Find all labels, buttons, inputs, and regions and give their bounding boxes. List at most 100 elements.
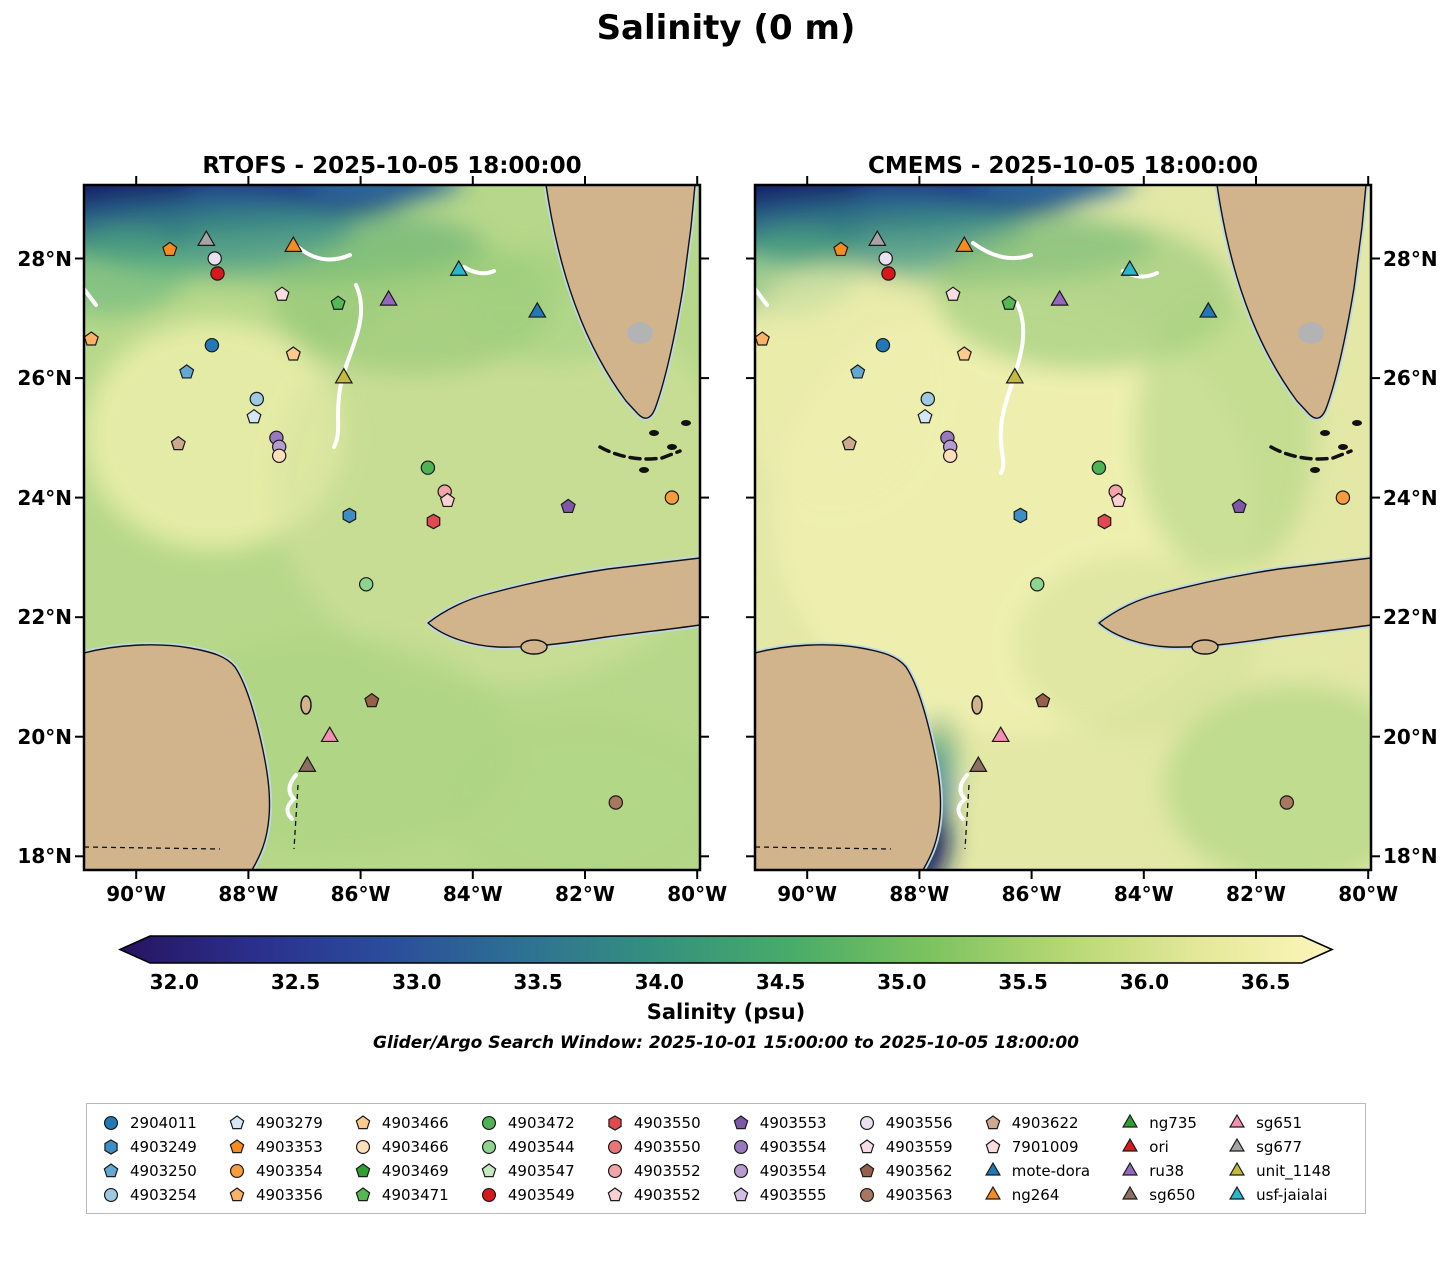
marker-ru38 — [379, 289, 398, 306]
legend-label: unit_1148 — [1256, 1161, 1331, 1180]
legend-item-4903471: 4903471 — [353, 1186, 469, 1204]
legend-item-sg677: sg677 — [1227, 1137, 1351, 1156]
legend-item-sg651: sg651 — [1227, 1113, 1351, 1132]
legend-label: 4903249 — [130, 1137, 197, 1156]
marker-4903563 — [608, 795, 624, 810]
lon-tick-label: 84°W — [442, 882, 503, 906]
colorbar-tick-label: 35.5 — [998, 970, 1048, 994]
legend-label: 4903254 — [130, 1185, 197, 1204]
marker-4903552 — [1110, 492, 1127, 508]
colorbar-tick-label: 32.0 — [149, 970, 199, 994]
marker-4903622 — [841, 435, 857, 451]
land-layer — [84, 185, 700, 870]
marker-mote-dora — [1199, 301, 1218, 318]
search-window-subtitle: Glider/Argo Search Window: 2025-10-01 15… — [373, 1033, 1079, 1053]
marker-4903279 — [246, 408, 262, 424]
marker-ng264 — [955, 235, 974, 252]
salinity-map-rtofs — [75, 176, 709, 879]
marker-4903550 — [1097, 513, 1112, 530]
pentagon-marker-icon — [985, 1138, 1001, 1153]
land-layer — [755, 185, 1371, 870]
triangle-marker-icon — [1122, 1137, 1139, 1152]
marker-4903471 — [330, 295, 346, 310]
salinity-map-cmems — [746, 176, 1380, 879]
legend-label: sg677 — [1256, 1137, 1303, 1156]
legend-item-mote-dora: mote-dora — [983, 1161, 1111, 1180]
marker-4903250 — [179, 364, 195, 379]
marker-usf-jaialai — [449, 259, 469, 276]
marker-4903353 — [162, 241, 178, 257]
circle-marker-icon — [355, 1139, 370, 1154]
circle-marker-icon — [733, 1163, 748, 1178]
pentagon-marker-icon — [355, 1162, 371, 1177]
lat-tick-label: 26°N — [1383, 366, 1438, 391]
panel-title-rtofs: RTOFS - 2025-10-05 18:00:00 — [202, 153, 582, 179]
legend-label: 7901009 — [1011, 1137, 1079, 1156]
marker-4903254 — [920, 391, 936, 407]
lon-tick-label: 80°W — [1338, 882, 1399, 906]
triangle-marker-icon — [1229, 1161, 1246, 1176]
circle-marker-icon — [481, 1139, 496, 1154]
legend-item-4903552: 4903552 — [605, 1162, 721, 1180]
legend-label: 4903469 — [381, 1161, 449, 1180]
lat-tick-label: 26°N — [17, 366, 72, 391]
legend-item-4903469: 4903469 — [353, 1162, 469, 1180]
legend-label: 4903550 — [633, 1137, 701, 1156]
marker-4903553 — [1231, 498, 1247, 514]
marker-4903472 — [1091, 460, 1107, 475]
pentagon-marker-icon — [355, 1186, 371, 1201]
circle-marker-icon — [859, 1187, 874, 1202]
legend-item-4903622: 4903622 — [983, 1114, 1111, 1132]
legend-label: 4903550 — [633, 1113, 701, 1132]
colorbar-tick-label: 36.0 — [1119, 970, 1170, 994]
marker-sg650 — [969, 755, 988, 772]
legend-item-4903556: 4903556 — [857, 1114, 973, 1132]
pentagon-marker-icon — [733, 1114, 749, 1129]
legend-label: 2904011 — [130, 1113, 197, 1132]
colorbar-tick-label: 35.0 — [877, 970, 927, 994]
legend-label: 4903563 — [885, 1185, 953, 1204]
legend-item-4903353: 4903353 — [227, 1138, 343, 1156]
lon-tick-label: 90°W — [777, 882, 838, 906]
legend-item-4903356: 4903356 — [227, 1186, 343, 1204]
legend-label: 4903562 — [885, 1161, 953, 1180]
triangle-marker-icon — [1229, 1185, 1246, 1200]
marker-4903356 — [754, 331, 770, 346]
legend-item-4903549: 4903549 — [479, 1186, 595, 1204]
legend-label: 4903549 — [507, 1185, 575, 1204]
pentagon-marker-icon — [481, 1162, 497, 1177]
legend-item-4903550: 4903550 — [605, 1114, 721, 1132]
marker-unit_1148 — [1005, 367, 1025, 384]
triangle-marker-icon — [984, 1185, 1001, 1200]
lat-tick-label: 24°N — [1383, 485, 1438, 510]
triangle-marker-icon — [1122, 1113, 1139, 1128]
triangle-marker-icon — [1229, 1137, 1246, 1152]
marker-4903471 — [1001, 295, 1017, 310]
legend-label: usf-jaialai — [1256, 1185, 1328, 1204]
marker-4903549 — [881, 266, 896, 281]
lat-tick-label: 28°N — [1383, 246, 1438, 271]
circle-marker-icon — [607, 1139, 622, 1154]
legend-item-4903249: 4903249 — [101, 1138, 217, 1156]
marker-2904011 — [204, 337, 220, 353]
marker-sg650 — [298, 755, 317, 772]
marker-4903354 — [664, 490, 680, 505]
marker-4903552 — [439, 492, 456, 508]
lon-tick-label: 84°W — [1113, 882, 1174, 906]
marker-4903563 — [1279, 795, 1295, 810]
markers-layer — [754, 229, 1351, 810]
marker-usf-jaialai — [1120, 259, 1140, 276]
legend-item-4903466: 4903466 — [353, 1114, 469, 1132]
legend-item-7901009: 7901009 — [983, 1138, 1111, 1156]
legend-label: 4903556 — [885, 1113, 953, 1132]
markers-layer — [83, 229, 680, 810]
colorbar — [118, 935, 1334, 964]
circle-marker-icon — [481, 1115, 496, 1130]
legend-label: 4903559 — [885, 1137, 953, 1156]
marker-4903249 — [342, 507, 357, 524]
lat-tick-label: 24°N — [17, 485, 72, 510]
marker-4903466 — [285, 346, 301, 361]
legend-item-4903466: 4903466 — [353, 1138, 469, 1156]
legend-label: ori — [1149, 1137, 1169, 1156]
